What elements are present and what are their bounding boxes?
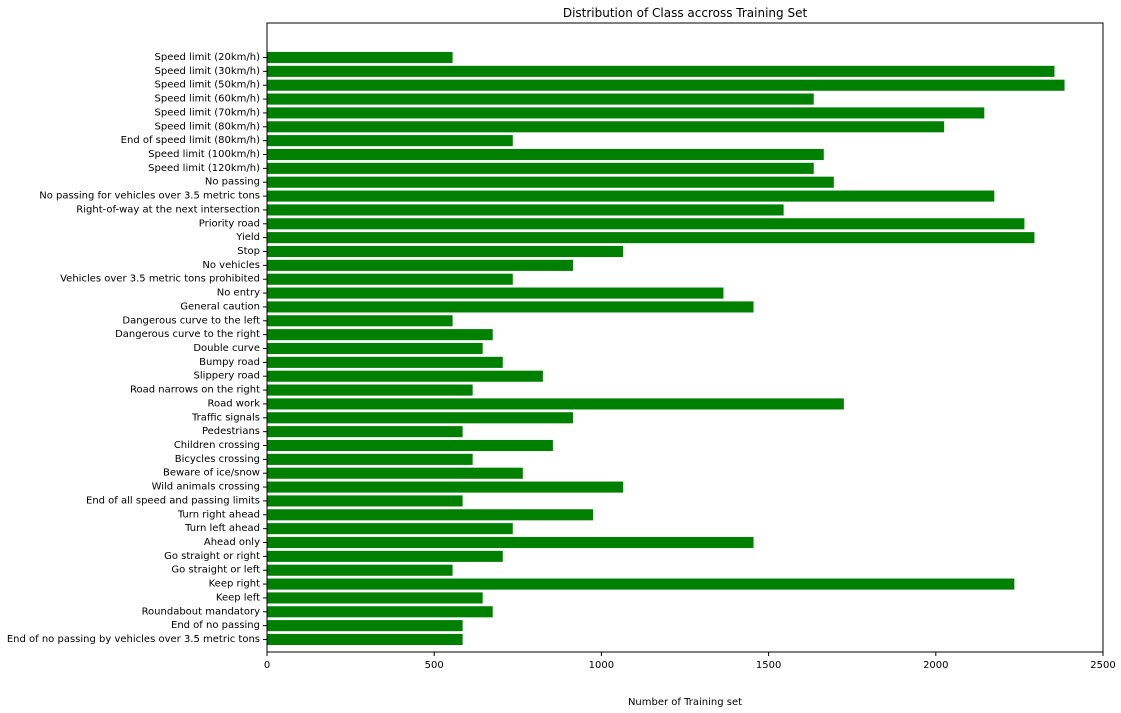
y-tick-label: Slippery road [194,371,260,382]
y-tick-label: Pedestrians [202,426,260,437]
bar [267,550,503,562]
bar [267,509,594,521]
y-tick-label: Keep left [216,592,260,603]
y-tick-label: Speed limit (120km/h) [148,163,260,174]
bar [267,592,483,604]
y-tick-label: Speed limit (30km/h) [155,66,261,77]
x-tick-label: 2500 [1090,660,1115,671]
bar [267,564,453,576]
y-tick-label: Ahead only [204,537,260,548]
y-tick-label: Dangerous curve to the left [122,315,260,326]
bar [267,523,513,535]
y-tick-label: Speed limit (20km/h) [155,52,261,63]
bar [267,93,814,105]
x-tick-label: 0 [264,660,270,671]
bar [267,633,463,646]
chart-title: Distribution of Class accross Training S… [563,6,808,20]
y-tick-label: Road work [208,398,261,409]
bar [267,467,523,479]
bar [267,232,1035,244]
x-axis-ticks: 0 500 1000 1500 2000 2500 [264,652,1116,671]
plot-area-frame [266,22,1104,653]
bar [267,536,754,549]
bar [267,162,814,174]
y-tick-label: Turn left ahead [184,523,260,534]
y-tick-label: Double curve [193,343,260,354]
bar [267,107,985,119]
bar [267,259,573,271]
bar [267,356,503,368]
bar [267,273,513,285]
y-tick-label: Children crossing [174,440,260,451]
y-tick-label: Right-of-way at the next intersection [76,204,260,215]
bar [267,148,824,161]
bar [267,176,834,188]
bar [267,370,543,382]
bar [267,398,844,410]
bar [267,606,493,618]
bar [267,65,1055,77]
y-tick-label: Turn right ahead [177,509,260,520]
y-tick-label: Roundabout mandatory [142,606,261,617]
x-axis-title: Number of Training set [628,697,742,708]
bar [267,287,724,299]
y-tick-label: Speed limit (60km/h) [155,94,261,105]
bar [267,190,995,202]
y-tick-label: Speed limit (70km/h) [155,107,261,118]
bar [267,301,754,313]
bar [267,329,493,341]
bar [267,384,473,396]
bar [267,495,463,507]
y-tick-label: End of no passing by vehicles over 3.5 m… [7,634,260,645]
y-tick-label: No passing for vehicles over 3.5 metric … [39,191,260,202]
y-tick-label: Keep right [209,579,260,590]
y-tick-label: End of no passing [171,620,260,631]
bar [267,121,945,133]
bar [267,315,453,327]
y-tick-label: Bicycles crossing [175,454,260,465]
x-tick-label: 1000 [589,660,614,671]
y-tick-label: End of speed limit (80km/h) [121,135,260,146]
y-tick-label: Traffic signals [191,412,260,423]
bar [267,620,463,632]
bar [267,342,483,355]
bar [267,245,624,258]
y-tick-labels: Speed limit (20km/h) Speed limit (30km/h)… [7,52,267,645]
bar [267,135,513,147]
x-tick-label: 2000 [923,660,948,671]
y-tick-label: Speed limit (80km/h) [155,121,261,132]
bar [267,412,573,424]
y-tick-label: Go straight or right [164,551,260,562]
bar [267,481,624,493]
y-tick-label: Priority road [199,218,260,229]
bar [267,578,1015,590]
bar [267,204,784,216]
y-tick-label: Speed limit (100km/h) [148,149,260,160]
bar [267,79,1065,91]
y-tick-label: Stop [237,246,260,257]
x-tick-label: 500 [425,660,444,671]
y-tick-label: No entry [217,288,260,299]
y-tick-label: End of all speed and passing limits [86,495,260,506]
y-tick-label: General caution [180,301,260,312]
y-tick-label: No vehicles [202,260,260,271]
y-tick-label: Road narrows on the right [130,385,260,396]
y-tick-label: Speed limit (50km/h) [155,80,261,91]
bar [267,453,473,465]
x-tick-label: 1500 [756,660,781,671]
y-tick-label: Bumpy road [199,357,260,368]
bars-group [267,51,1065,646]
y-tick-label: Go straight or left [171,565,260,576]
y-tick-label: Wild animals crossing [152,482,260,493]
y-tick-label: Beware of ice/snow [163,468,260,479]
y-tick-label: No passing [205,177,260,188]
y-tick-label: Yield [235,232,260,243]
bar [267,426,463,438]
bar [267,51,453,64]
y-tick-label: Vehicles over 3.5 metric tons prohibited [60,274,260,285]
bar [267,218,1025,230]
y-tick-label: Dangerous curve to the right [115,329,260,340]
bar [267,439,553,452]
